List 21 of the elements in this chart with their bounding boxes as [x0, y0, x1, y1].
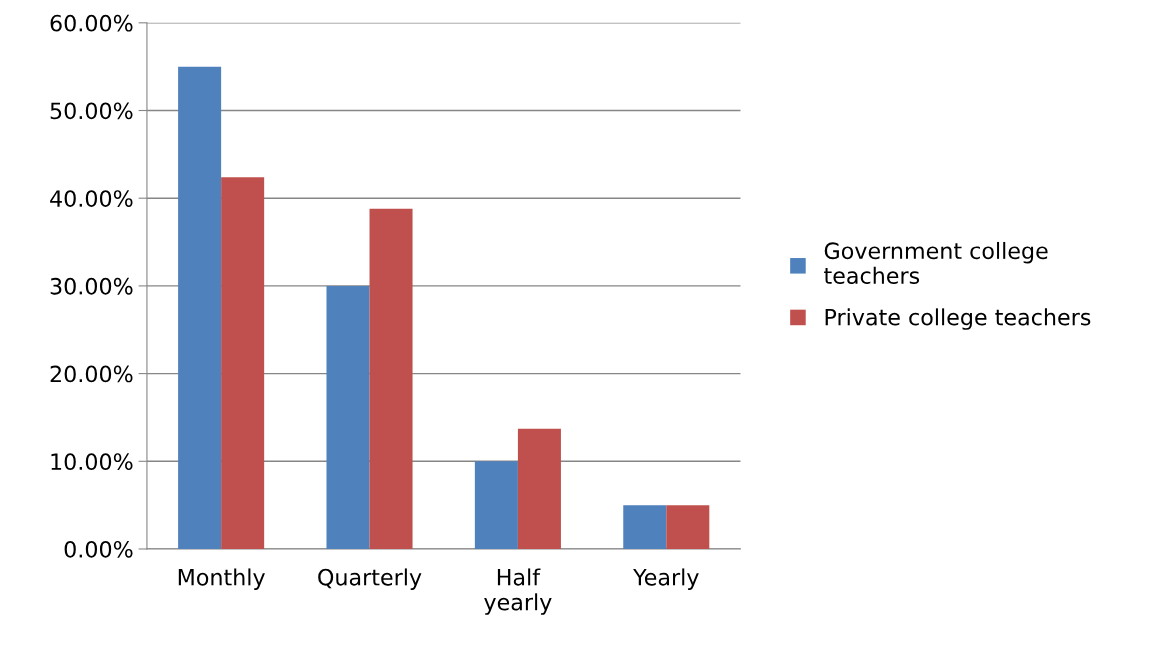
- legend-label: Private college teachers: [825, 308, 1091, 330]
- x-tick-label: Half yearly: [484, 568, 552, 615]
- bar: [369, 208, 413, 549]
- x-tick-label: Quarterly: [318, 568, 422, 590]
- x-tick-label: Monthly: [178, 568, 265, 590]
- y-tick-label: 20.00%: [50, 365, 133, 383]
- y-tick-label: 40.00%: [50, 190, 133, 207]
- bar: [517, 428, 561, 549]
- bar: [326, 285, 370, 549]
- legend-label: Government college teachers: [824, 241, 1048, 285]
- bar: [178, 66, 222, 549]
- bar: [474, 461, 518, 549]
- bar: [221, 177, 265, 549]
- x-tick-label: Yearly: [633, 568, 699, 590]
- y-tick-label: 60.00%: [50, 14, 133, 32]
- y-tick-label: 10.00%: [51, 453, 133, 471]
- bar: [623, 505, 667, 549]
- y-tick-label: 50.00%: [50, 102, 133, 120]
- y-tick-label: 0.00%: [64, 540, 133, 558]
- y-tick-label: 30.00%: [50, 277, 133, 295]
- bar: [666, 505, 710, 549]
